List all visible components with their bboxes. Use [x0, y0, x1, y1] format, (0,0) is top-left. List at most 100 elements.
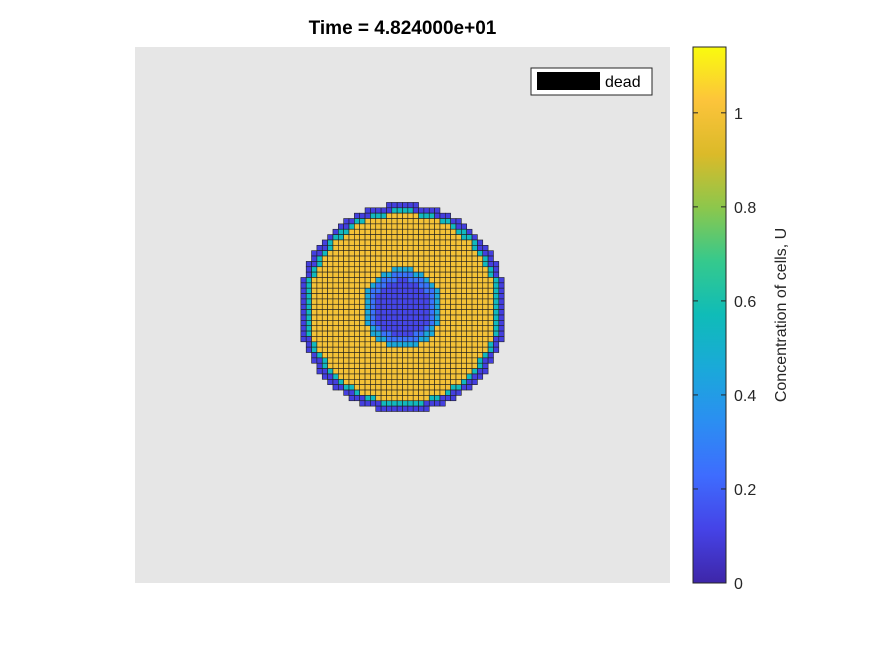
heatmap-cell: [348, 282, 355, 289]
heatmap-cell: [450, 271, 457, 278]
heatmap-cell: [321, 287, 328, 294]
heatmap-cell: [482, 261, 489, 268]
heatmap-cell: [428, 389, 435, 396]
heatmap-cell: [300, 282, 307, 289]
heatmap-cell: [380, 314, 387, 321]
heatmap-cell: [343, 282, 350, 289]
heatmap-cell: [461, 384, 468, 391]
heatmap-cell: [354, 261, 361, 268]
heatmap-cell: [386, 379, 393, 385]
heatmap-cell: [370, 228, 377, 235]
heatmap-cell: [327, 320, 334, 327]
heatmap-cell: [493, 277, 500, 284]
heatmap-cell: [300, 293, 307, 300]
heatmap-cell: [380, 341, 387, 348]
heatmap-cell: [461, 293, 468, 300]
heatmap-cell: [370, 368, 377, 375]
heatmap-cell: [354, 271, 361, 278]
heatmap-cell: [493, 303, 500, 310]
heatmap-cell: [364, 357, 371, 364]
heatmap-cell: [493, 261, 500, 268]
heatmap-cell: [337, 250, 344, 257]
heatmap-cell: [316, 346, 323, 353]
heatmap-cell: [439, 336, 446, 343]
heatmap-cell: [348, 271, 355, 278]
heatmap-cell: [305, 293, 312, 300]
heatmap-cell: [402, 325, 409, 332]
heatmap-cell: [332, 346, 339, 353]
heatmap-cell: [354, 228, 361, 235]
heatmap-cell: [386, 282, 393, 289]
heatmap-cell: [380, 261, 387, 268]
heatmap-cell: [418, 282, 425, 289]
heatmap-cell: [434, 250, 441, 257]
heatmap-cell: [471, 336, 478, 343]
heatmap-cell: [321, 362, 328, 369]
heatmap-cell: [450, 336, 457, 343]
heatmap-cell: [386, 309, 393, 316]
heatmap-cell: [370, 395, 377, 402]
heatmap-cell: [343, 346, 350, 353]
heatmap-cell: [444, 277, 451, 284]
heatmap-cell: [348, 250, 355, 257]
heatmap-cell: [343, 379, 350, 385]
heatmap-cell: [444, 234, 451, 241]
heatmap-cell: [402, 239, 409, 246]
heatmap-cell: [450, 368, 457, 375]
heatmap-cell: [305, 261, 312, 268]
heatmap-cell: [391, 245, 398, 251]
heatmap-cell: [439, 314, 446, 321]
heatmap-cell: [359, 357, 366, 364]
heatmap-cell: [354, 389, 361, 396]
heatmap-cell: [386, 320, 393, 327]
heatmap-cell: [466, 341, 473, 348]
heatmap-cell: [354, 277, 361, 284]
heatmap-cell: [316, 250, 323, 257]
heatmap-cell: [434, 234, 441, 241]
heatmap-cell: [402, 405, 409, 412]
heatmap-cell: [466, 384, 473, 391]
heatmap-cell: [450, 234, 457, 241]
heatmap-cell: [444, 336, 451, 343]
heatmap-cell: [461, 298, 468, 305]
heatmap-cell: [418, 212, 425, 219]
heatmap-cell: [327, 309, 334, 316]
heatmap-cell: [396, 314, 403, 321]
heatmap-cell: [380, 245, 387, 251]
heatmap-cell: [444, 320, 451, 327]
heatmap-cell: [348, 266, 355, 273]
heatmap-cell: [407, 341, 414, 348]
heatmap-cell: [354, 245, 361, 251]
heatmap-cell: [370, 223, 377, 230]
heatmap-cell: [471, 239, 478, 246]
heatmap-cell: [337, 223, 344, 230]
heatmap-cell: [386, 261, 393, 268]
heatmap-cell: [444, 228, 451, 235]
heatmap-cell: [354, 255, 361, 262]
heatmap-cell: [423, 373, 430, 380]
heatmap-cell: [375, 341, 382, 348]
heatmap-cell: [439, 261, 446, 268]
heatmap-cell: [402, 277, 409, 284]
heatmap-cell: [348, 287, 355, 294]
heatmap-cell: [444, 330, 451, 337]
heatmap-cell: [386, 384, 393, 391]
heatmap-cell: [370, 293, 377, 300]
heatmap-cell: [337, 303, 344, 310]
heatmap-cell: [311, 293, 318, 300]
heatmap-cell: [396, 218, 403, 225]
heatmap-cell: [471, 250, 478, 257]
heatmap-cell: [423, 346, 430, 353]
heatmap-cell: [418, 234, 425, 241]
heatmap-cell: [493, 346, 500, 353]
heatmap-cell: [311, 346, 318, 353]
heatmap-cell: [348, 368, 355, 375]
heatmap-cell: [471, 287, 478, 294]
heatmap-cell: [337, 368, 344, 375]
heatmap-cell: [455, 271, 462, 278]
heatmap-cell: [396, 277, 403, 284]
heatmap-cell: [407, 245, 414, 251]
heatmap-cell: [461, 277, 468, 284]
heatmap-cell: [439, 352, 446, 359]
heatmap-cell: [412, 325, 419, 332]
